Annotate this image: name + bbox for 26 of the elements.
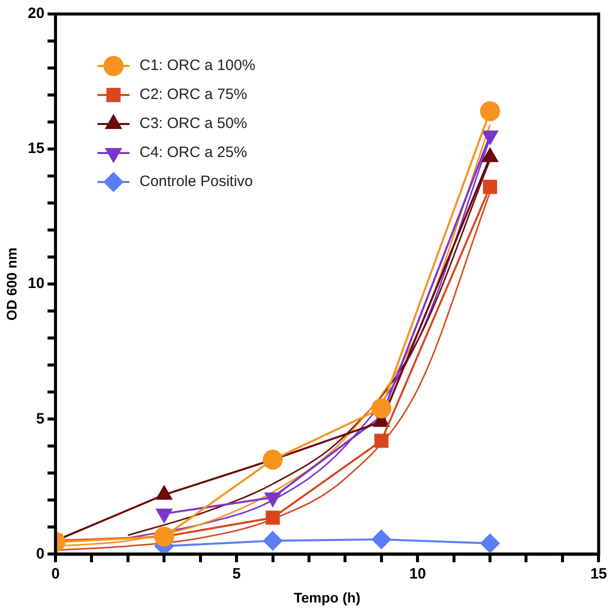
point bbox=[262, 530, 283, 551]
y-axis-title: OD 600 nm bbox=[3, 248, 20, 321]
y-tick-label: 5 bbox=[36, 410, 44, 428]
y-tick-label: 20 bbox=[28, 5, 44, 22]
x-tick-label: 0 bbox=[51, 565, 60, 582]
x-tick-label: 15 bbox=[590, 565, 607, 582]
legend-label: C3: ORC a 50% bbox=[139, 115, 248, 132]
point bbox=[371, 529, 392, 550]
point bbox=[262, 450, 283, 470]
legend-label: C1: ORC a 100% bbox=[139, 57, 256, 74]
y-tick-label: 10 bbox=[28, 275, 44, 292]
point bbox=[371, 398, 392, 418]
x-axis-title: Tempo (h) bbox=[294, 589, 360, 606]
x-tick-label: 5 bbox=[232, 565, 241, 582]
x-tick-label: 10 bbox=[409, 565, 426, 582]
point bbox=[266, 510, 280, 525]
legend-label: C4: ORC a 25% bbox=[139, 144, 248, 162]
point bbox=[480, 101, 500, 122]
y-tick-label: 0 bbox=[36, 545, 44, 562]
legend-label: Controle Positivo bbox=[139, 173, 253, 190]
point bbox=[482, 180, 498, 194]
point bbox=[154, 526, 174, 547]
point bbox=[480, 533, 500, 554]
legend-label: C2: ORC a 75% bbox=[139, 86, 248, 104]
point bbox=[374, 434, 388, 448]
y-tick-label: 15 bbox=[28, 140, 44, 158]
